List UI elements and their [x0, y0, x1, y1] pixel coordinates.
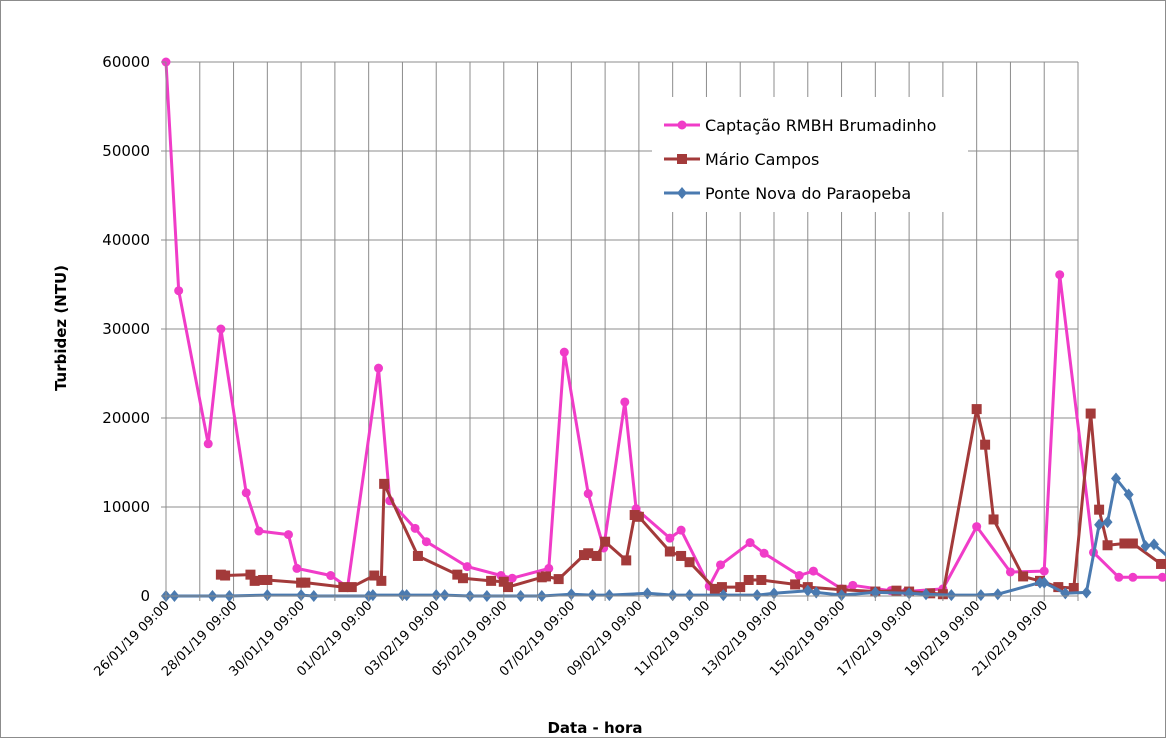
data-point: [848, 581, 857, 590]
data-point: [379, 479, 389, 489]
data-point: [220, 571, 230, 581]
data-point: [972, 404, 982, 414]
legend-swatch-marker: [677, 154, 687, 164]
legend-label: Captação RMBH Brumadinho: [705, 116, 936, 135]
data-point: [216, 325, 225, 334]
data-point: [584, 489, 593, 498]
data-point: [376, 576, 386, 586]
y-axis-title: Turbidez (NTU): [52, 265, 70, 391]
data-point: [284, 530, 293, 539]
data-point: [486, 576, 496, 586]
data-point: [1055, 270, 1064, 279]
data-point: [254, 527, 263, 536]
data-point: [374, 364, 383, 373]
data-point: [972, 522, 981, 531]
data-point: [665, 534, 674, 543]
y-tick-label: 10000: [102, 498, 150, 516]
y-tick-label: 30000: [102, 320, 150, 338]
data-point: [600, 537, 610, 547]
data-point: [989, 514, 999, 524]
data-point: [1006, 567, 1015, 576]
data-point: [620, 397, 629, 406]
data-point: [300, 578, 310, 588]
data-point: [677, 526, 686, 535]
data-point: [665, 547, 675, 557]
data-point: [790, 579, 800, 589]
data-point: [508, 574, 517, 583]
data-point: [503, 582, 513, 592]
data-point: [621, 555, 631, 565]
data-point: [463, 562, 472, 571]
y-tick-label: 60000: [102, 53, 150, 71]
legend-label: Ponte Nova do Paraopeba: [705, 184, 911, 203]
data-point: [560, 348, 569, 357]
data-point: [634, 512, 644, 522]
data-point: [717, 582, 727, 592]
data-point: [292, 564, 301, 573]
data-point: [592, 551, 602, 561]
data-point: [204, 439, 213, 448]
data-point: [1094, 505, 1104, 515]
data-point: [1128, 538, 1138, 548]
data-point: [716, 560, 725, 569]
x-axis-title: Data - hora: [547, 719, 642, 737]
data-point: [809, 567, 818, 576]
data-point: [347, 582, 357, 592]
data-point: [1114, 573, 1123, 582]
legend-label: Mário Campos: [705, 150, 819, 169]
data-point: [422, 537, 431, 546]
data-point: [554, 574, 564, 584]
y-tick-label: 20000: [102, 409, 150, 427]
y-tick-label: 50000: [102, 142, 150, 160]
y-tick-label: 40000: [102, 231, 150, 249]
data-point: [411, 524, 420, 533]
y-tick-label: 0: [140, 587, 150, 605]
data-point: [685, 557, 695, 567]
data-point: [174, 286, 183, 295]
data-point: [760, 549, 769, 558]
data-point: [1018, 571, 1028, 581]
data-point: [980, 440, 990, 450]
data-point: [242, 488, 251, 497]
data-point: [326, 571, 335, 580]
data-point: [458, 573, 468, 583]
data-point: [744, 575, 754, 585]
data-point: [413, 551, 423, 561]
data-point: [1128, 573, 1137, 582]
data-point: [746, 538, 755, 547]
legend: Captação RMBH Brumadinho Mário Campos Pont…: [652, 97, 968, 212]
legend-swatch-marker: [678, 121, 687, 130]
data-point: [541, 571, 551, 581]
data-point: [1156, 559, 1166, 569]
data-point: [756, 575, 766, 585]
data-point: [1103, 540, 1113, 550]
data-point: [262, 575, 272, 585]
data-point: [795, 571, 804, 580]
data-point: [1086, 409, 1096, 419]
data-point: [1040, 567, 1049, 576]
